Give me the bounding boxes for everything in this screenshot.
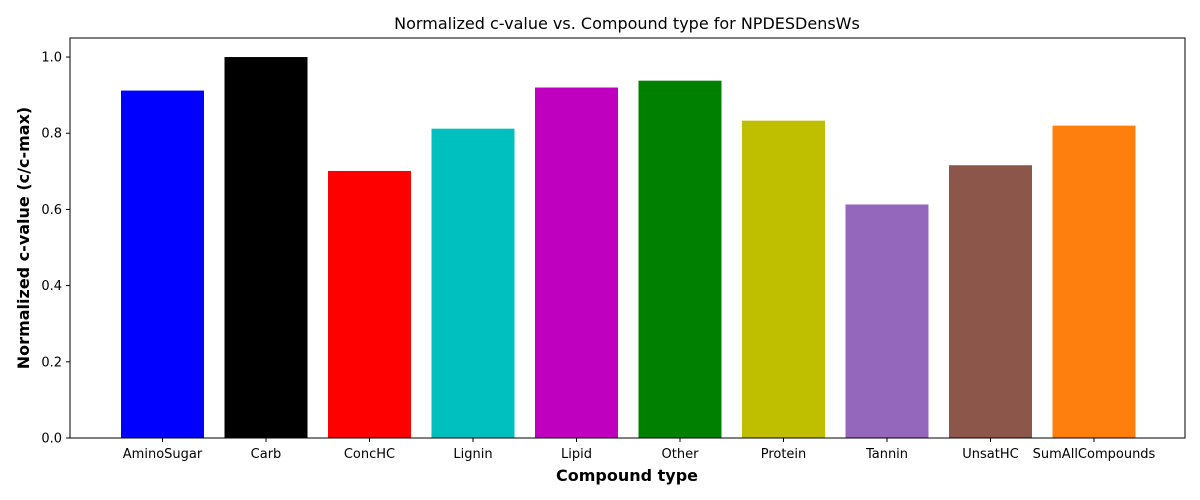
y-tick-label: 0.8 — [41, 127, 62, 142]
chart-title: Normalized c-value vs. Compound type for… — [394, 14, 860, 33]
bar-other — [638, 80, 722, 439]
x-tick-label: Carb — [251, 447, 282, 462]
x-tick-label: UnsatHC — [962, 447, 1018, 462]
bar-unsathc — [949, 165, 1032, 438]
x-tick-label: ConcHC — [344, 447, 395, 462]
y-tick-label: 0.0 — [41, 432, 62, 447]
x-axis: AminoSugar Carb ConcHC Lignin Lipid Other Prot… — [123, 438, 1156, 462]
bar-tannin — [845, 204, 929, 438]
x-tick-label: Lipid — [561, 447, 592, 462]
bar-carb — [224, 57, 308, 439]
x-tick-label: Protein — [761, 447, 807, 462]
y-tick-label: 0.4 — [41, 279, 62, 294]
x-tick-label: AminoSugar — [123, 447, 203, 462]
bars-group — [121, 57, 1136, 439]
x-tick-label: Other — [662, 447, 700, 462]
y-axis: 0.0 0.2 0.4 0.6 0.8 1.0 — [41, 51, 70, 447]
bar-lipid — [535, 87, 618, 439]
bar-sumallcompounds — [1052, 125, 1136, 438]
bar-lignin — [431, 128, 515, 438]
plot-frame — [69, 37, 1186, 439]
y-tick-label: 0.6 — [41, 203, 62, 218]
x-tick-label: Lignin — [453, 447, 492, 462]
bar-aminosugar — [121, 90, 204, 439]
bar-conchc — [328, 170, 411, 438]
x-axis-label: Compound type — [556, 466, 698, 485]
bar-protein — [742, 120, 825, 439]
x-tick-label: SumAllCompounds — [1033, 447, 1156, 462]
y-tick-label: 1.0 — [41, 51, 62, 66]
y-axis-label: Normalized c-value (c/c-max) — [14, 107, 33, 369]
y-tick-label: 0.2 — [41, 355, 62, 370]
x-tick-label: Tannin — [865, 447, 908, 462]
